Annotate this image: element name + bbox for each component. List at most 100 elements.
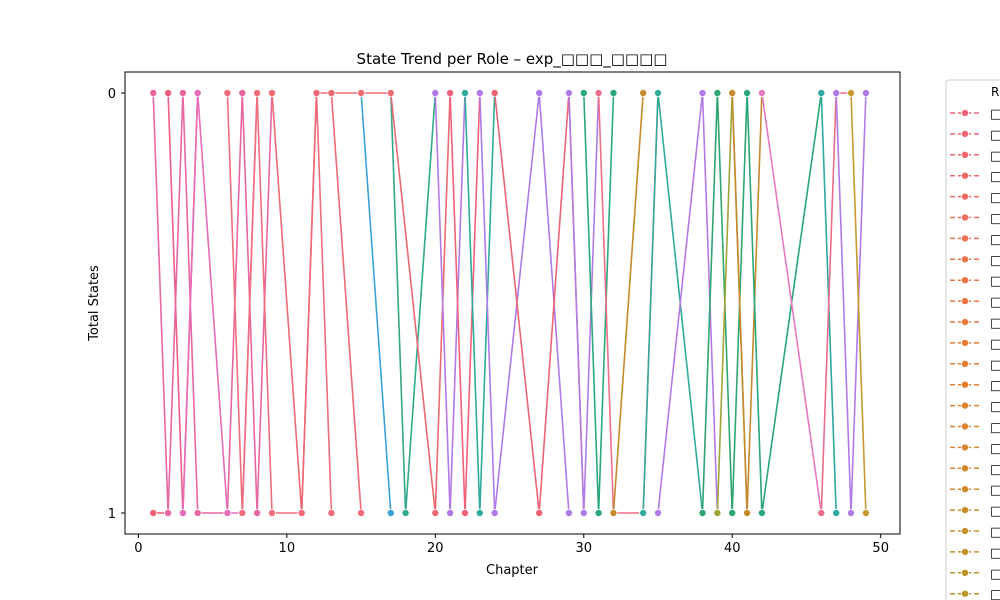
series-23-point: [713, 508, 722, 517]
series-13-point: [460, 89, 469, 98]
legend-box: [945, 79, 1000, 600]
legend-swatch-marker: [961, 359, 970, 368]
legend-swatch-marker: [961, 485, 970, 494]
legend-entry: □: [950, 546, 1000, 561]
series-29-point: [847, 508, 856, 517]
legend-entry-label: □: [990, 253, 1000, 268]
series-11-point: [446, 508, 455, 517]
series-22-point: [698, 508, 707, 517]
legend: R □ □ □ □ □ □ □ □ □ □ □ □ □ □ □ □ □ □ □ □ □ □ □ □: [945, 79, 1000, 600]
legend-entry-label: □: [990, 400, 1000, 415]
legend-entry-label: □: [990, 274, 1000, 289]
series-19-line: [612, 92, 644, 514]
legend-swatch-marker: [961, 213, 970, 222]
legend-entry-label: □: [990, 462, 1000, 477]
series-5-point: [223, 89, 232, 98]
legend-entry: □: [950, 525, 1000, 540]
legend-swatch-marker: [961, 109, 970, 118]
series-21-point: [654, 508, 663, 517]
series-18-point: [594, 89, 603, 98]
legend-entry: □: [950, 504, 1000, 519]
series-20-point: [654, 89, 663, 98]
series-5-point: [238, 508, 247, 517]
legend-entry: □: [950, 400, 1000, 415]
legend-entry-label: □: [990, 588, 1000, 600]
legend-swatch-marker: [961, 276, 970, 285]
legend-entry: □: [950, 483, 1000, 498]
legend-swatch-marker: [961, 129, 970, 138]
legend-entry: □: [950, 379, 1000, 394]
series-7-line: [360, 92, 392, 514]
legend-entry: □: [950, 295, 1000, 310]
series-25-point: [743, 89, 752, 98]
legend-entry-label: □: [990, 483, 1000, 498]
legend-entry-label: □: [990, 170, 1000, 185]
legend-entry-label: □: [990, 525, 1000, 540]
y-tick-label: 0: [108, 87, 116, 102]
legend-entry: □: [950, 253, 1000, 268]
series-27-point: [817, 89, 826, 98]
plot-frame: [124, 71, 901, 535]
legend-entry-label: □: [990, 567, 1000, 582]
legend-entry: □: [950, 462, 1000, 477]
series-3-point: [149, 89, 158, 98]
legend-swatch-marker: [961, 192, 970, 201]
legend-entry-label: □: [990, 504, 1000, 519]
series-6-point: [312, 89, 321, 98]
legend-entry-label: □: [990, 212, 1000, 227]
series-20-point: [639, 508, 648, 517]
legend-entry-label: □: [990, 421, 1000, 436]
series-1-point: [149, 508, 158, 517]
y-tick-label: 1: [108, 507, 116, 522]
legend-entry: □: [950, 149, 1000, 164]
legend-swatch-marker: [961, 317, 970, 326]
series-8-line: [390, 92, 407, 514]
chart-title: State Trend per Role – exp_□□□_□□□□: [357, 50, 668, 69]
legend-swatch-marker: [961, 568, 970, 577]
series-19: [609, 89, 648, 517]
legend-entry: □: [950, 441, 1000, 456]
legend-entry-label: □: [990, 379, 1000, 394]
y-axis-ticks: 01: [108, 87, 125, 522]
legend-entry-label: □: [990, 546, 1000, 561]
series-10-point: [431, 508, 440, 517]
x-tick-label: 10: [279, 541, 296, 556]
legend-entry: □: [950, 191, 1000, 206]
legend-entry: □: [950, 107, 1000, 122]
series-13-point: [475, 508, 484, 517]
x-tick-label: 30: [575, 541, 592, 556]
series-25-point: [757, 508, 766, 517]
series-layer: [149, 89, 870, 517]
series-30-point: [861, 508, 870, 517]
series-5-point: [253, 89, 262, 98]
series-24-point: [728, 89, 737, 98]
series-30-line: [850, 92, 867, 514]
series-22-point: [713, 89, 722, 98]
series-17-point: [579, 89, 588, 98]
series-30-point: [847, 89, 856, 98]
legend-entry: □: [950, 588, 1000, 600]
legend-entry: □: [950, 128, 1000, 143]
series-11-point: [431, 89, 440, 98]
series-3-point: [238, 89, 247, 98]
legend-entry: □: [950, 421, 1000, 436]
series-6-point: [297, 508, 306, 517]
legend-entry-label: □: [990, 128, 1000, 143]
series-28-point: [817, 508, 826, 517]
series-14-point: [564, 508, 573, 517]
series-9-line: [404, 92, 437, 514]
series-12-point: [460, 508, 469, 517]
legend-entry-label: □: [990, 316, 1000, 331]
series-27-point: [832, 508, 841, 517]
legend-entry-label: □: [990, 149, 1000, 164]
series-3-point: [178, 89, 187, 98]
series-9-point: [401, 508, 410, 517]
legend-entry: □: [950, 170, 1000, 185]
series-7-point: [386, 508, 395, 517]
legend-entry-label: □: [990, 441, 1000, 456]
legend-entry-label: □: [990, 107, 1000, 122]
legend-swatch-marker: [961, 506, 970, 515]
legend-swatch-marker: [961, 401, 970, 410]
series-17: [579, 89, 618, 517]
